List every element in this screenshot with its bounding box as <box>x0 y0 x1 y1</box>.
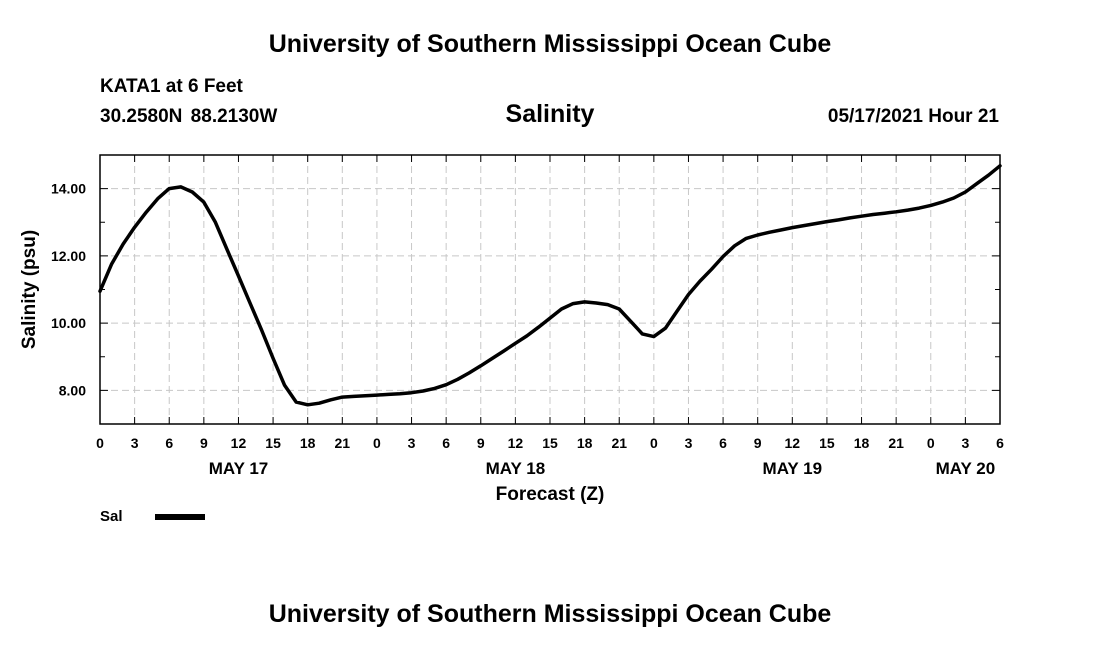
x-day-label: MAY 20 <box>936 459 996 478</box>
y-axis-label: Salinity (psu) <box>19 230 40 349</box>
x-tick-label: 21 <box>335 435 351 451</box>
x-day-label: MAY 17 <box>209 459 269 478</box>
station-coordinates: 30.2580N 88.2130W <box>100 106 278 127</box>
x-tick-label: 18 <box>577 435 593 451</box>
legend-swatch-sal <box>154 513 205 520</box>
x-tick-label: 6 <box>165 435 173 451</box>
x-tick-label: 6 <box>719 435 727 451</box>
x-tick-label: 3 <box>408 435 416 451</box>
x-tick-label: 12 <box>508 435 524 451</box>
y-tick-label: 12.00 <box>51 248 86 264</box>
x-tick-label: 12 <box>231 435 247 451</box>
x-day-label: MAY 19 <box>763 459 823 478</box>
x-tick-label: 12 <box>785 435 801 451</box>
x-tick-label: 9 <box>200 435 208 451</box>
y-tick-label: 8.00 <box>59 382 86 398</box>
x-tick-label: 6 <box>996 435 1004 451</box>
footer-title: University of Southern Mississippi Ocean… <box>268 600 832 628</box>
x-tick-label: 18 <box>300 435 316 451</box>
x-tick-label: 21 <box>888 435 904 451</box>
x-day-label: MAY 18 <box>486 459 546 478</box>
y-tick-label: 10.00 <box>51 315 86 331</box>
chart-title: Salinity <box>505 100 595 128</box>
forecast-datetime: 05/17/2021 Hour 21 <box>827 106 999 127</box>
x-tick-label: 21 <box>611 435 627 451</box>
x-tick-label: 9 <box>754 435 762 451</box>
legend-label-sal: Sal <box>100 508 123 526</box>
legend: Sal <box>100 508 205 526</box>
page-title: University of Southern Mississippi Ocean… <box>268 30 832 58</box>
x-tick-label: 3 <box>961 435 969 451</box>
x-tick-label: 0 <box>373 435 381 451</box>
series-line-sal <box>98 164 1002 407</box>
x-tick-label: 15 <box>265 435 281 451</box>
x-tick-label: 18 <box>854 435 870 451</box>
x-tick-label: 3 <box>131 435 139 451</box>
x-tick-label: 0 <box>650 435 658 451</box>
x-tick-label: 0 <box>96 435 104 451</box>
x-axis-label: Forecast (Z) <box>496 484 605 505</box>
x-tick-label: 15 <box>819 435 835 451</box>
x-tick-label: 9 <box>477 435 485 451</box>
station-name: KATA1 at 6 Feet <box>100 76 243 97</box>
x-tick-label: 6 <box>442 435 450 451</box>
y-tick-label: 14.00 <box>51 181 86 197</box>
x-tick-label: 3 <box>685 435 693 451</box>
x-tick-label: 0 <box>927 435 935 451</box>
x-tick-label: 15 <box>542 435 558 451</box>
